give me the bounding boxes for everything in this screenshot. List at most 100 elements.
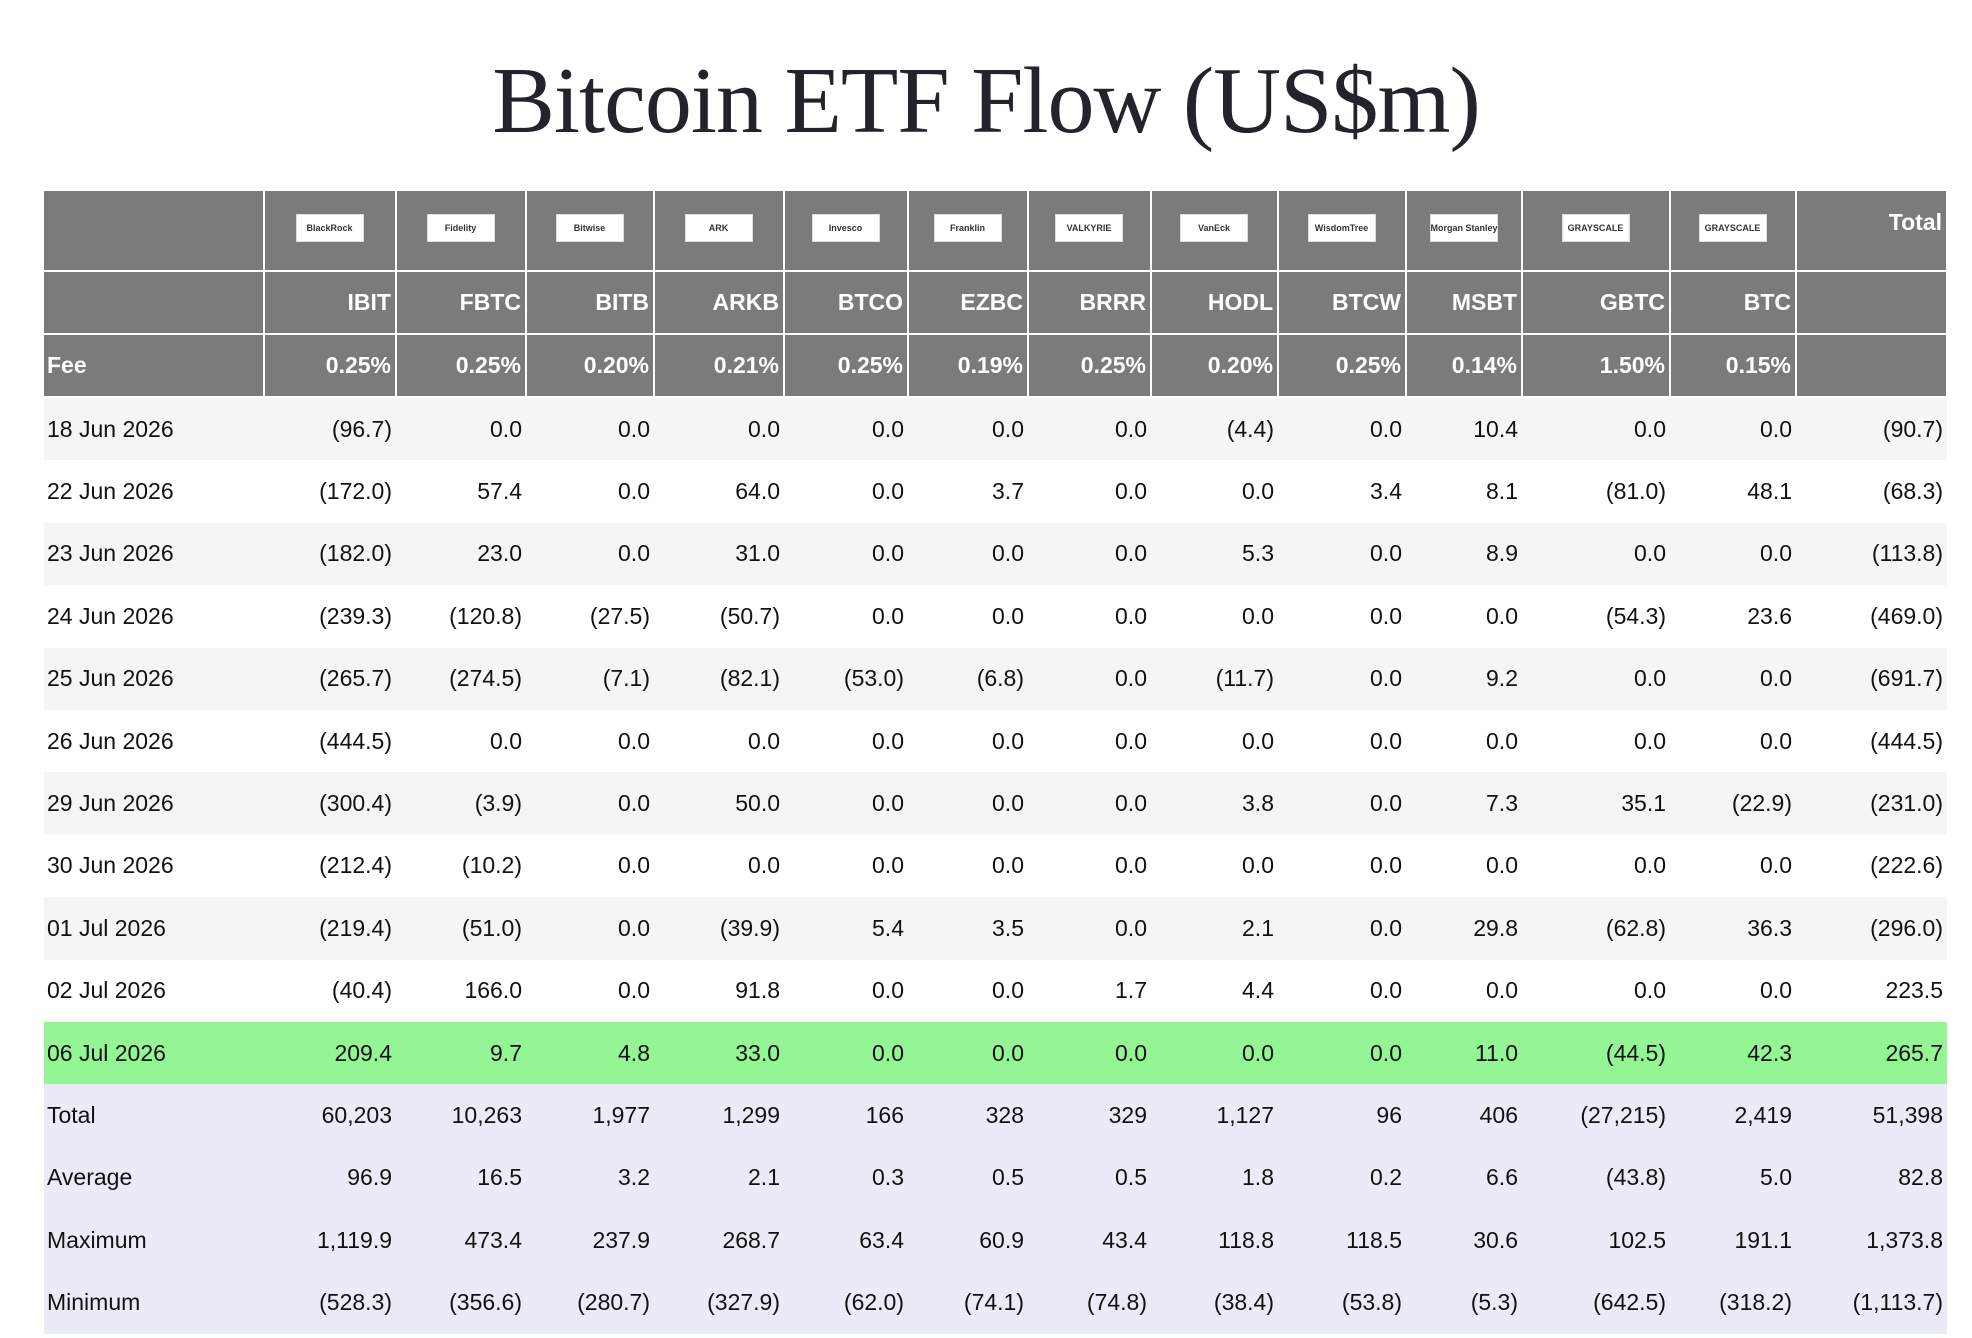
- flow-value: 0.0: [1028, 1021, 1151, 1085]
- flow-value: (113.8): [1796, 522, 1947, 586]
- flow-value: (172.0): [264, 460, 396, 523]
- flow-value: 0.0: [1028, 522, 1151, 586]
- flow-value: 3.4: [1278, 460, 1406, 523]
- flow-value: 2.1: [1151, 897, 1278, 960]
- ticker-row: IBIT FBTC BITB ARKB BTCO EZBC BRRR HODL BTCW MSBT…: [44, 271, 1948, 334]
- summary-value: 1.8: [1151, 1146, 1278, 1210]
- summary-label: Average: [44, 1146, 264, 1210]
- flow-value: 0.0: [1522, 522, 1670, 586]
- flow-value: (469.0): [1796, 585, 1947, 648]
- flow-value: 0.0: [1151, 585, 1278, 648]
- flow-value: 0.0: [908, 397, 1028, 461]
- issuer-logo: ARK: [684, 213, 753, 242]
- flow-value: (444.5): [264, 709, 396, 773]
- flow-value: 0.0: [526, 460, 654, 523]
- ticker: EZBC: [908, 271, 1029, 334]
- flow-value: 0.0: [526, 959, 654, 1022]
- summary-value: 1,299: [654, 1084, 784, 1147]
- flow-value: 0.0: [526, 397, 654, 461]
- flow-row: 01 Jul 2026 (219.4) (51.0) 0.0 (39.9) 5.4 3.5 0…: [44, 897, 1947, 960]
- summary-value: 51,398: [1796, 1084, 1947, 1147]
- fee: 0.15%: [1670, 334, 1797, 397]
- flow-value: 0.0: [526, 522, 654, 586]
- flow-value: 0.0: [1406, 585, 1522, 648]
- flow-value: 10.4: [1406, 397, 1522, 461]
- flow-value: (219.4): [264, 897, 396, 960]
- flow-value: 3.7: [908, 460, 1028, 523]
- logo-cell: BlackRock: [264, 191, 397, 271]
- flow-value: 0.0: [1028, 585, 1151, 648]
- summary-value: (74.1): [908, 1271, 1028, 1334]
- flow-value: 0.0: [784, 772, 908, 835]
- ticker: ARKB: [654, 271, 785, 334]
- flow-value: 0.0: [1670, 959, 1796, 1022]
- flow-value: (239.3): [264, 585, 396, 648]
- date: 25 Jun 2026: [44, 647, 264, 710]
- flow-value: 5.4: [784, 897, 908, 960]
- summary-value: 329: [1028, 1084, 1151, 1147]
- flow-value: 0.0: [1278, 522, 1406, 586]
- summary-value: (53.8): [1278, 1271, 1406, 1334]
- logo-cell: VALKYRIE: [1028, 191, 1152, 271]
- summary-value: (43.8): [1522, 1146, 1670, 1210]
- flow-row: 23 Jun 2026 (182.0) 23.0 0.0 31.0 0.0 0.0 0.0 5.…: [44, 522, 1947, 586]
- summary-value: 16.5: [396, 1146, 526, 1210]
- flow-value: 0.0: [784, 522, 908, 586]
- flow-value: 0.0: [908, 709, 1028, 773]
- flow-value: 42.3: [1670, 1021, 1796, 1085]
- flow-value: 0.0: [396, 709, 526, 773]
- issuer-logo: VanEck: [1180, 213, 1248, 242]
- flow-value: (7.1): [526, 647, 654, 710]
- summary-value: 43.4: [1028, 1209, 1151, 1272]
- logo-cell: VanEck: [1151, 191, 1279, 271]
- date: 22 Jun 2026: [44, 460, 264, 523]
- summary-value: 237.9: [526, 1209, 654, 1272]
- fee: 0.14%: [1406, 334, 1523, 397]
- flow-value: 0.0: [784, 834, 908, 898]
- flow-value: (44.5): [1522, 1021, 1670, 1085]
- flow-value: 0.0: [1670, 647, 1796, 710]
- flow-value: 0.0: [1151, 460, 1278, 523]
- flow-row: 26 Jun 2026 (444.5) 0.0 0.0 0.0 0.0 0.0 0.0 0.0 0…: [44, 709, 1947, 773]
- flow-value: 3.5: [908, 897, 1028, 960]
- blank-cell: [1796, 271, 1948, 334]
- summary-value: (642.5): [1522, 1271, 1670, 1334]
- fee: 0.19%: [908, 334, 1029, 397]
- flow-value: 0.0: [784, 585, 908, 648]
- summary-value: (5.3): [1406, 1271, 1522, 1334]
- fee-row: Fee 0.25% 0.25% 0.20% 0.21% 0.25% 0.19% 0.25% 0.…: [44, 334, 1948, 397]
- summary-value: 118.8: [1151, 1209, 1278, 1272]
- summary-label: Maximum: [44, 1209, 264, 1272]
- flow-value: (50.7): [654, 585, 784, 648]
- flow-value: 0.0: [1028, 897, 1151, 960]
- summary-value: 406: [1406, 1084, 1522, 1147]
- flow-value: 0.0: [1028, 460, 1151, 523]
- flow-row: 06 Jul 2026 209.4 9.7 4.8 33.0 0.0 0.0 0.0 0.0 0.…: [44, 1021, 1947, 1085]
- logo-cell: Franklin: [908, 191, 1029, 271]
- logo-cell: GRAYSCALE: [1522, 191, 1671, 271]
- flow-value: 0.0: [1028, 397, 1151, 461]
- issuer-logo: VALKYRIE: [1055, 213, 1123, 242]
- flow-value: 265.7: [1796, 1021, 1947, 1085]
- flow-value: 0.0: [908, 522, 1028, 586]
- summary-value: (327.9): [654, 1271, 784, 1334]
- flow-value: 0.0: [908, 585, 1028, 648]
- fee: 0.20%: [526, 334, 655, 397]
- summary-value: 268.7: [654, 1209, 784, 1272]
- summary-value: 0.5: [908, 1146, 1028, 1210]
- flow-value: 0.0: [908, 834, 1028, 898]
- flow-value: 29.8: [1406, 897, 1522, 960]
- date: 23 Jun 2026: [44, 522, 264, 586]
- flow-value: 0.0: [526, 834, 654, 898]
- flow-value: (51.0): [396, 897, 526, 960]
- flow-value: 0.0: [526, 709, 654, 773]
- date: 01 Jul 2026: [44, 897, 264, 960]
- flow-value: 223.5: [1796, 959, 1947, 1022]
- flow-value: 0.0: [1028, 647, 1151, 710]
- flow-value: 0.0: [1522, 647, 1670, 710]
- flow-value: (300.4): [264, 772, 396, 835]
- flow-value: (222.6): [1796, 834, 1947, 898]
- date: 02 Jul 2026: [44, 959, 264, 1022]
- flow-row: 30 Jun 2026 (212.4) (10.2) 0.0 0.0 0.0 0.0 0.0 0…: [44, 834, 1947, 898]
